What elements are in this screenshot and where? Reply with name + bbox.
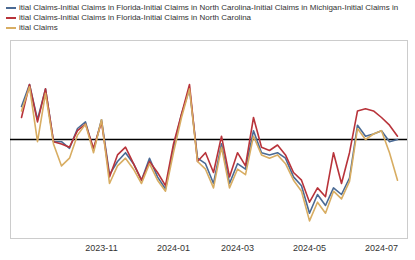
svg-text:2024-01: 2024-01	[157, 243, 190, 253]
svg-text:2023-11: 2023-11	[85, 243, 117, 253]
svg-text:2024-03: 2024-03	[221, 243, 254, 253]
html-text:itial Claims: itial Claims	[19, 23, 58, 32]
html-text:itial Claims-Initial Claims in: itial Claims-Initial Claims in Florida-I…	[19, 3, 399, 12]
html-text:itial Claims-Initial Claims in: itial Claims-Initial Claims in Florida-I…	[19, 13, 252, 22]
svg-text:2024-07: 2024-07	[365, 243, 398, 253]
svg-text:2024-05: 2024-05	[293, 243, 326, 253]
